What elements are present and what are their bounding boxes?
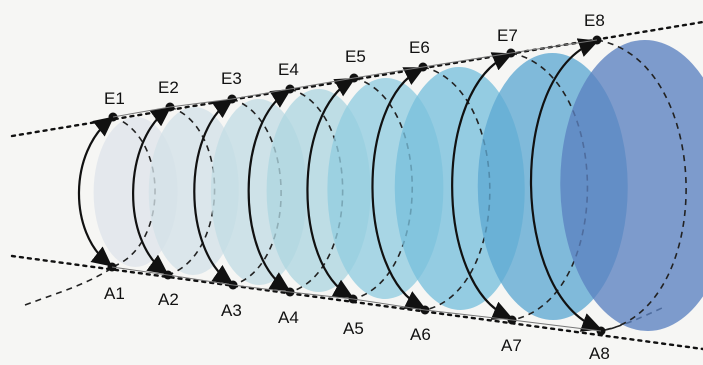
top-connector-4: [290, 78, 354, 89]
label-e6: E6: [409, 38, 430, 57]
bottom-connector-7: [512, 320, 601, 331]
entry-dashed-curve: [25, 268, 112, 305]
label-a1: A1: [104, 284, 125, 303]
label-a6: A6: [410, 325, 431, 344]
top-connector-5: [354, 67, 423, 78]
label-a2: A2: [158, 290, 179, 309]
label-e3: E3: [221, 69, 242, 88]
label-a7: A7: [501, 336, 522, 355]
label-e5: E5: [345, 47, 366, 66]
label-e8: E8: [584, 11, 605, 30]
label-e1: E1: [104, 89, 125, 108]
label-e7: E7: [497, 26, 518, 45]
top-connector-3: [232, 89, 290, 99]
label-a4: A4: [278, 308, 299, 327]
label-a8: A8: [589, 344, 610, 363]
label-e2: E2: [158, 78, 179, 97]
label-a3: A3: [221, 301, 242, 320]
label-a5: A5: [343, 319, 364, 338]
label-e4: E4: [278, 60, 299, 79]
